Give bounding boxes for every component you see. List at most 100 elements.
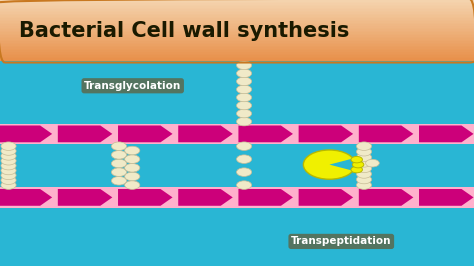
Circle shape: [237, 93, 252, 102]
Polygon shape: [118, 189, 173, 206]
Bar: [0, 6, 474, 8]
Polygon shape: [299, 126, 353, 142]
Polygon shape: [359, 189, 413, 206]
Circle shape: [237, 117, 252, 126]
Circle shape: [237, 77, 252, 86]
Circle shape: [356, 181, 372, 189]
Text: Transpeptidation: Transpeptidation: [291, 236, 392, 246]
Circle shape: [356, 164, 372, 173]
Circle shape: [111, 159, 127, 168]
Bar: [0, 52, 474, 53]
Polygon shape: [419, 126, 474, 142]
Circle shape: [351, 166, 363, 173]
Polygon shape: [419, 189, 474, 206]
Polygon shape: [58, 189, 112, 206]
Bar: [0, 17, 474, 18]
Circle shape: [356, 159, 372, 167]
Polygon shape: [118, 126, 173, 142]
Polygon shape: [238, 189, 293, 206]
Text: Bacterial Cell wall synthesis: Bacterial Cell wall synthesis: [19, 20, 349, 41]
Circle shape: [303, 150, 356, 179]
Circle shape: [125, 146, 140, 155]
Bar: [0, 23, 474, 24]
Circle shape: [1, 176, 16, 185]
Bar: [0, 3, 474, 5]
Circle shape: [1, 171, 16, 180]
Bar: [0, 11, 474, 12]
Circle shape: [237, 168, 252, 176]
Circle shape: [237, 85, 252, 94]
Bar: [0, 41, 474, 43]
Circle shape: [1, 156, 16, 165]
Circle shape: [125, 164, 140, 172]
Circle shape: [111, 151, 127, 159]
Bar: [0, 2, 474, 3]
Circle shape: [111, 142, 127, 151]
Bar: [0, 34, 474, 35]
Circle shape: [125, 181, 140, 189]
Polygon shape: [299, 189, 353, 206]
Polygon shape: [0, 126, 52, 142]
Bar: [0, 20, 474, 22]
Bar: [0, 31, 474, 32]
Circle shape: [365, 159, 379, 167]
Bar: [0, 15, 474, 17]
Bar: [0, 0, 474, 2]
Bar: [0, 187, 474, 208]
Bar: [0, 49, 474, 51]
Bar: [0, 32, 474, 34]
Bar: [0, 51, 474, 52]
Bar: [0, 57, 474, 58]
Circle shape: [237, 69, 252, 78]
Bar: [0, 29, 474, 31]
Bar: [0, 44, 474, 46]
Circle shape: [237, 109, 252, 118]
Polygon shape: [238, 126, 293, 142]
Circle shape: [1, 161, 16, 170]
Wedge shape: [329, 158, 356, 171]
Bar: [0, 8, 474, 9]
Bar: [0, 5, 474, 6]
Bar: [0, 12, 474, 14]
Polygon shape: [58, 126, 112, 142]
Bar: [0, 43, 474, 44]
Bar: [0, 27, 474, 29]
Polygon shape: [178, 189, 233, 206]
Circle shape: [356, 153, 372, 161]
Circle shape: [356, 147, 372, 156]
Circle shape: [125, 155, 140, 163]
Circle shape: [111, 168, 127, 176]
Circle shape: [1, 142, 16, 151]
Polygon shape: [178, 126, 233, 142]
Circle shape: [1, 147, 16, 155]
Bar: [0, 26, 474, 27]
Bar: [0, 24, 474, 26]
Bar: [0, 37, 474, 38]
Circle shape: [111, 177, 127, 185]
Polygon shape: [359, 126, 413, 142]
Circle shape: [237, 181, 252, 189]
Circle shape: [351, 156, 363, 163]
Circle shape: [237, 101, 252, 110]
Circle shape: [1, 166, 16, 175]
Circle shape: [237, 142, 252, 151]
Circle shape: [1, 181, 16, 189]
Circle shape: [125, 172, 140, 181]
Bar: [0, 55, 474, 57]
Circle shape: [356, 142, 372, 151]
Text: Transglycolation: Transglycolation: [84, 81, 182, 91]
Bar: [0, 18, 474, 20]
Circle shape: [237, 155, 252, 163]
Polygon shape: [0, 189, 52, 206]
Bar: [0, 9, 474, 11]
Bar: [0, 40, 474, 41]
Bar: [0, 58, 474, 60]
Bar: [0, 14, 474, 15]
Bar: [0, 124, 474, 144]
Bar: [0, 53, 474, 55]
Bar: [0, 22, 474, 23]
Bar: [0, 47, 474, 49]
Bar: [0, 35, 474, 37]
Bar: [0, 60, 474, 61]
Circle shape: [356, 170, 372, 178]
